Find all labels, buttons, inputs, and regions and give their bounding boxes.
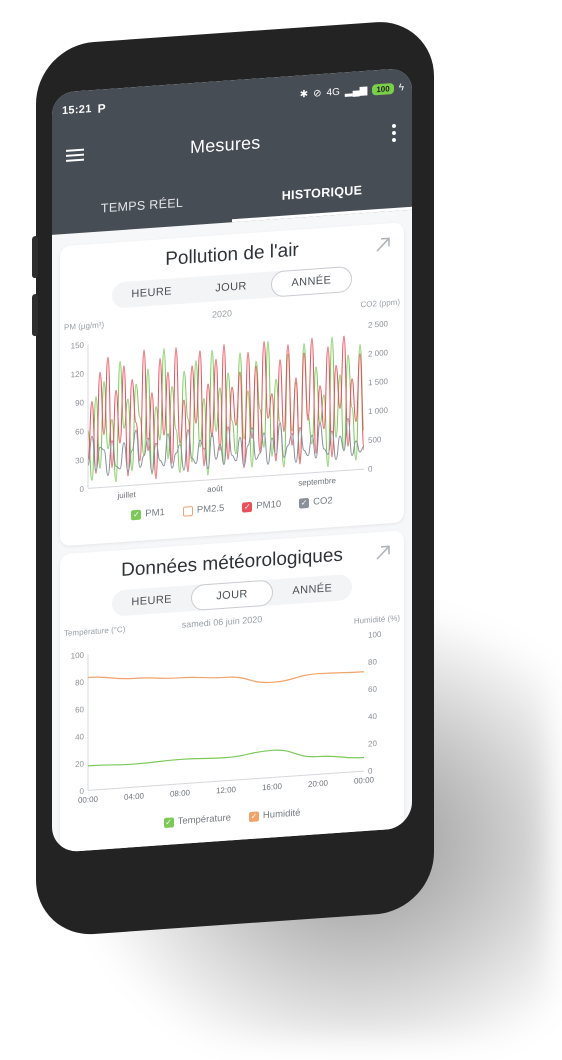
signal-icon: ▂▄▆: [344, 84, 368, 97]
y-tick-label: 20: [75, 759, 84, 769]
tab-bar: TEMPS RÉEL HISTORIQUE: [52, 164, 412, 235]
series-line-humidit-: [87, 671, 365, 684]
y2-axis-label: Humidité (%): [354, 614, 401, 626]
air-card-title: Pollution de l'air: [165, 239, 299, 270]
legend-label: PM1: [145, 506, 165, 520]
y-tick-label: 40: [75, 732, 84, 742]
y2-tick-label: 80: [368, 657, 377, 667]
expand-icon[interactable]: [374, 543, 392, 562]
alarm-off-icon: ⊘: [313, 87, 322, 100]
y2-axis-label: CO2 (ppm): [360, 298, 400, 310]
period-jour[interactable]: JOUR: [191, 579, 273, 612]
period-heure[interactable]: HEURE: [131, 593, 172, 609]
weather-chart: samedi 06 juin 2020 Température (°C) Hum…: [64, 614, 401, 806]
status-icons: ✱ ⊘ 4G ▂▄▆ 100 ϟ: [300, 82, 404, 100]
series-line-co2: [87, 417, 365, 476]
legend-label: Humidité: [262, 807, 301, 822]
battery-icon: 100: [372, 82, 394, 95]
y2-tick-label: 1 500: [368, 377, 389, 387]
y-tick-label: 0: [80, 485, 85, 494]
x-tick-label: 04:00: [124, 791, 145, 801]
charging-icon: ϟ: [398, 81, 404, 94]
y2-tick-label: 2 000: [368, 348, 389, 358]
legend-label: CO2: [313, 495, 333, 508]
bluetooth-icon: ✱: [299, 88, 309, 101]
x-axis-line: [88, 770, 364, 791]
x-tick-label: août: [207, 484, 223, 494]
y-tick-label: 80: [75, 678, 84, 688]
y-tick-label: 60: [75, 705, 84, 715]
y2-tick-label: 1 000: [368, 406, 389, 416]
x-axis-line: [88, 468, 364, 489]
x-tick-label: 12:00: [216, 785, 237, 795]
y-axis-label: PM (µg/m³): [64, 320, 104, 332]
x-tick-label: 16:00: [262, 782, 283, 792]
y-axis-label: Température (°C): [64, 625, 126, 638]
y2-tick-label: 100: [368, 630, 382, 640]
x-tick-label: 08:00: [170, 788, 191, 798]
chart-title: samedi 06 juin 2020: [182, 614, 262, 630]
x-tick-label: 00:00: [354, 775, 375, 785]
y2-tick-label: 500: [368, 435, 382, 445]
legend-item[interactable]: ✓ CO2: [299, 495, 333, 509]
app-title: Mesures: [190, 131, 261, 157]
series-line-temp-rature: [87, 749, 365, 767]
network-label: 4G: [326, 86, 340, 99]
x-tick-label: juillet: [117, 490, 137, 500]
weather-card-title: Données météorologiques: [121, 544, 343, 582]
legend-item[interactable]: ✓ PM10: [242, 499, 281, 513]
app-screen: 15:21 P ✱ ⊘ 4G ▂▄▆ 100 ϟ Mesures TEMPS R…: [52, 67, 412, 853]
period-heure[interactable]: HEURE: [131, 285, 172, 301]
hamburger-menu-icon[interactable]: [66, 146, 84, 165]
y2-tick-label: 0: [368, 766, 373, 775]
legend-item[interactable]: ✓ Température: [163, 812, 231, 828]
expand-icon[interactable]: [374, 235, 392, 254]
series-line-pm10: [87, 335, 365, 480]
y-tick-label: 90: [75, 398, 84, 408]
legend-item[interactable]: ✓ PM1: [131, 507, 165, 520]
more-options-icon[interactable]: [392, 123, 396, 143]
air-pollution-card: Pollution de l'air HEURE JOUR ANNÉE 2020…: [60, 222, 404, 547]
app-header: 15:21 P ✱ ⊘ 4G ▂▄▆ 100 ϟ Mesures TEMPS R…: [52, 67, 412, 235]
period-annee[interactable]: ANNÉE: [292, 582, 333, 598]
legend-checkbox-icon[interactable]: ✓: [248, 810, 259, 822]
legend-item[interactable]: PM2.5: [182, 502, 225, 517]
y2-tick-label: 40: [368, 712, 377, 722]
period-annee[interactable]: ANNÉE: [270, 265, 352, 298]
y2-tick-label: 2 500: [368, 319, 389, 329]
y-tick-label: 100: [71, 651, 85, 661]
legend-checkbox-icon[interactable]: ✓: [242, 501, 253, 513]
carrier-icon: P: [97, 101, 106, 116]
legend-label: PM2.5: [196, 502, 225, 516]
legend-item[interactable]: ✓ Humidité: [248, 807, 301, 823]
y2-tick-label: 0: [368, 464, 373, 473]
tab-temps-reel[interactable]: TEMPS RÉEL: [100, 195, 184, 216]
air-pollution-chart: 2020 PM (µg/m³) CO2 (ppm) 0 30 60 90 120 150 0…: [64, 298, 400, 501]
x-tick-label: septembre: [298, 476, 336, 488]
y-tick-label: 120: [71, 369, 85, 379]
y2-tick-label: 60: [368, 685, 377, 695]
y2-tick-label: 20: [368, 739, 377, 749]
legend-label: PM10: [256, 498, 282, 512]
volume-down-button: [32, 293, 38, 337]
legend-checkbox-icon[interactable]: [182, 505, 193, 517]
tab-historique[interactable]: HISTORIQUE: [232, 164, 412, 223]
period-jour[interactable]: JOUR: [215, 280, 247, 295]
y-tick-label: 0: [80, 787, 85, 796]
legend-label: Température: [177, 812, 231, 828]
chart-title: 2020: [212, 308, 232, 319]
legend-checkbox-icon[interactable]: ✓: [163, 816, 174, 828]
legend-checkbox-icon[interactable]: ✓: [299, 497, 310, 509]
volume-up-button: [32, 235, 38, 279]
legend-checkbox-icon[interactable]: ✓: [131, 509, 142, 520]
phone-frame: 15:21 P ✱ ⊘ 4G ▂▄▆ 100 ϟ Mesures TEMPS R…: [32, 18, 434, 938]
status-time: 15:21: [62, 103, 92, 118]
y-tick-label: 30: [75, 456, 84, 466]
weather-card: Données météorologiques HEURE JOUR ANNÉE…: [60, 530, 404, 853]
y-tick-label: 60: [75, 427, 84, 437]
x-tick-label: 00:00: [78, 795, 99, 805]
y-tick-label: 150: [71, 341, 85, 351]
x-tick-label: 20:00: [308, 779, 329, 789]
